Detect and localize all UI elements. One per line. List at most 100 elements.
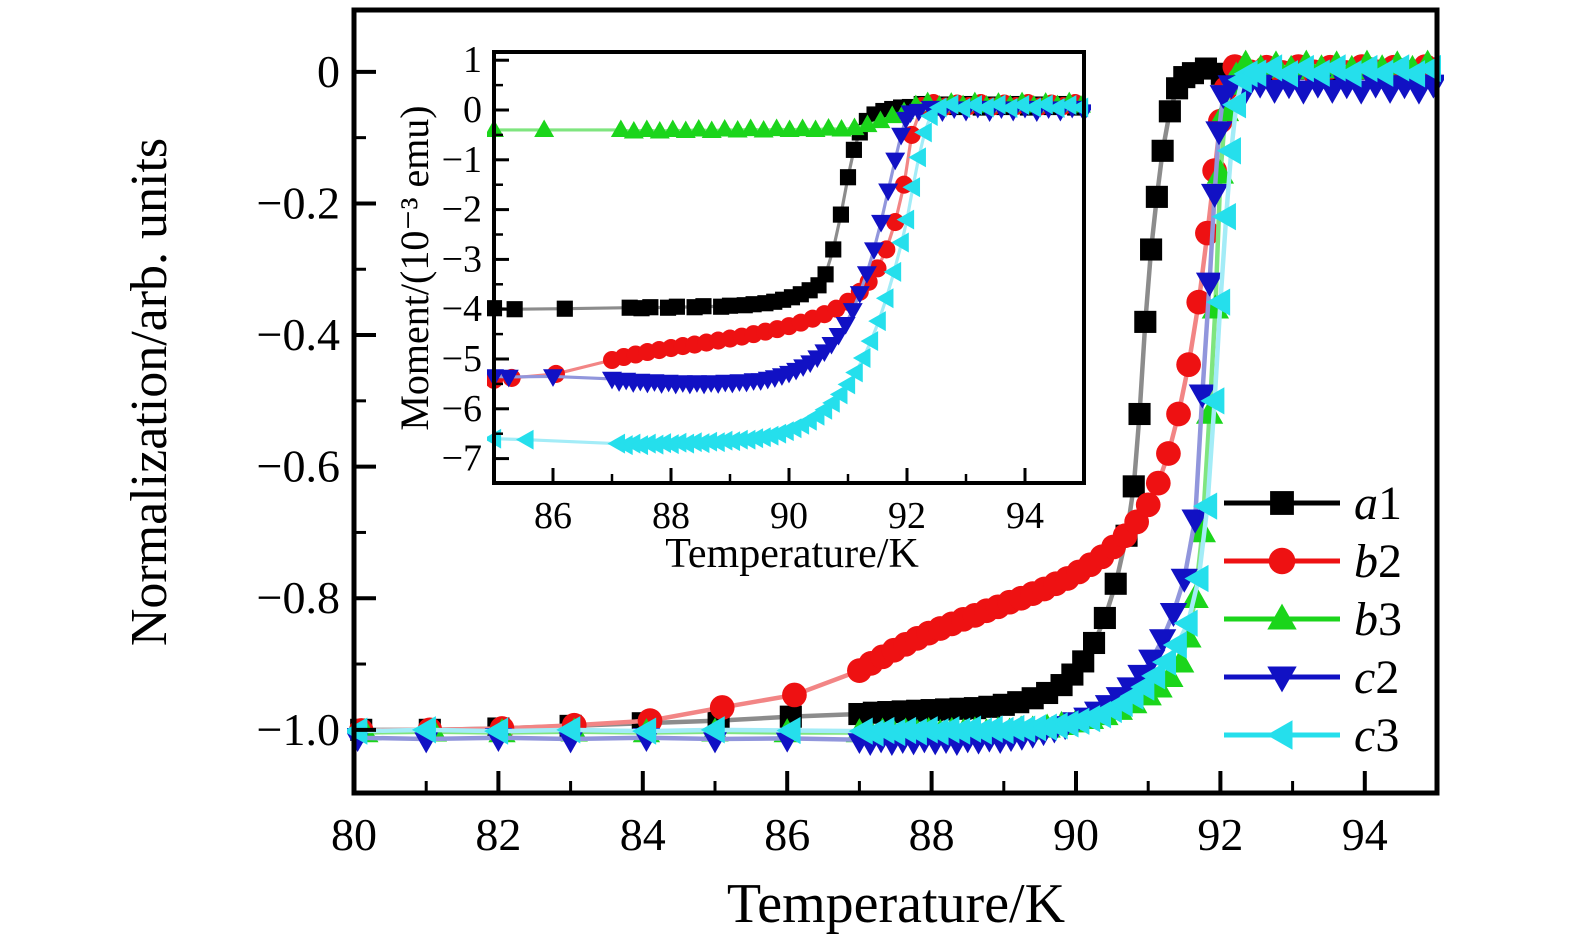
axis-titles: Temperature/K Normalization/arb. units T…: [121, 105, 1065, 935]
inset-c3-marker-triangle-left: [988, 94, 1006, 115]
inset-c3-marker-triangle-left: [883, 261, 902, 282]
main-c3-marker-triangle-left: [1162, 631, 1187, 659]
main-y-tick-label: 0: [317, 46, 340, 97]
inset-c3-marker-triangle-left: [1011, 95, 1030, 116]
inset-a1-marker-square: [556, 300, 573, 317]
main-a1-marker-square: [1158, 100, 1181, 123]
inset-c3-marker-triangle-left: [668, 432, 687, 453]
main-c2-marker-triangle-down: [1181, 509, 1209, 534]
main-b2-marker-circle: [1145, 470, 1171, 496]
inset-c3-marker-triangle-left: [684, 432, 702, 453]
inset-c3-marker-triangle-left: [952, 98, 971, 118]
inset-c3-marker-triangle-left: [622, 433, 641, 454]
main-c2-marker-triangle-down: [1138, 649, 1166, 674]
main-c3-marker-triangle-left: [1337, 60, 1362, 88]
inset-b3-marker-triangle-up: [766, 118, 787, 137]
inset-c2-marker-triangle-down: [828, 327, 849, 346]
inset-ticks: 86 88 90 92 94 1 0 −1 −2 −3 −4 −5 −6 −7: [442, 39, 1044, 537]
inset-b3-marker-triangle-up: [792, 118, 813, 137]
main-c2-marker-triangle-down: [1127, 664, 1155, 689]
inset-c3-marker-triangle-left: [516, 429, 534, 450]
inset-b3-marker-triangle-up: [688, 118, 709, 137]
main-c3-marker-triangle-left: [1130, 673, 1155, 701]
main-c3-marker-triangle-left: [632, 717, 657, 745]
inset-c2-marker-triangle-down: [498, 369, 519, 388]
inset-c3-marker-triangle-left: [908, 147, 926, 168]
main-c3-marker-triangle-left: [1032, 713, 1057, 741]
main-c3-marker-triangle-left: [935, 716, 960, 744]
legend-item-label: a1: [1354, 477, 1402, 530]
main-c3-marker-triangle-left: [556, 716, 581, 744]
main-c3-marker-triangle-left: [1273, 60, 1299, 88]
inset-c3-marker-triangle-left: [902, 177, 921, 198]
main-series-area: [347, 49, 1444, 756]
main-c3-marker-triangle-left: [1011, 715, 1036, 743]
inset-c3-marker-triangle-left: [630, 435, 649, 456]
inset-c3-marker-triangle-left: [860, 331, 879, 352]
inset-b2-marker-circle: [886, 213, 905, 232]
main-c3-marker-triangle-left: [881, 718, 906, 747]
inset-c3-marker-triangle-left: [891, 232, 909, 253]
inset-c3-marker-triangle-left: [1047, 98, 1065, 118]
main-a1-marker-square: [1072, 650, 1095, 673]
main-c3-marker-triangle-left: [776, 716, 801, 745]
main-c3-marker-triangle-left: [1211, 202, 1236, 231]
inset-c3-marker-triangle-left: [1035, 94, 1053, 115]
main-b2-marker-circle: [782, 682, 807, 708]
legend-item-b3: b3: [1224, 593, 1402, 646]
main-x-tick-label: 80: [331, 809, 377, 860]
inset-c3-marker-triangle-left: [745, 428, 764, 449]
main-a1-marker-square: [1122, 475, 1145, 498]
main-series-c3: [347, 54, 1441, 747]
main-b2-marker-circle: [1135, 492, 1161, 518]
inset-c2-marker-triangle-down: [849, 286, 870, 304]
inset-x-tick-label: 86: [534, 495, 572, 537]
inset-c3-marker-triangle-left: [722, 431, 741, 452]
legend-c2-marker-triangle-down: [1267, 666, 1297, 693]
legend-item-label: b3: [1354, 593, 1402, 646]
inset-c3-marker-triangle-left: [829, 384, 848, 405]
main-c3-marker-triangle-left: [1065, 707, 1090, 735]
main-a1-marker-square: [1145, 185, 1168, 208]
inset-c3-marker-triangle-left: [615, 435, 633, 456]
main-c3-marker-triangle-left: [978, 715, 1003, 743]
inset-c3-marker-triangle-left: [875, 288, 894, 309]
inset-c3-marker-triangle-left: [940, 94, 959, 115]
main-c2-marker-triangle-down: [1205, 121, 1233, 146]
inset-c3-marker-triangle-left: [737, 429, 756, 450]
inset-b3-marker-triangle-up: [534, 119, 555, 138]
main-c3-marker-triangle-left: [1206, 288, 1231, 316]
main-a1-marker-square: [1134, 310, 1157, 333]
inset-y-tick-label: −7: [442, 438, 482, 480]
inset-c3-marker-triangle-left: [964, 95, 982, 116]
inset-y-tick-label: −4: [442, 288, 482, 330]
inset-c3-marker-triangle-left: [1023, 97, 1041, 118]
inset-c3-marker-triangle-left: [661, 434, 679, 455]
main-a1-marker-square: [1140, 238, 1163, 261]
main-b2-marker-circle: [1156, 441, 1181, 466]
main-c3-marker-triangle-left: [1151, 648, 1176, 676]
legend-item-a1: a1: [1224, 477, 1402, 530]
main-c2-marker-triangle-down: [1195, 272, 1224, 297]
main-x-tick-label: 84: [620, 809, 666, 860]
inset-plot-background: [492, 50, 1086, 485]
inset-b3-marker-triangle-up: [662, 119, 683, 138]
main-c3-marker-triangle-left: [1242, 59, 1267, 87]
legend-item-c2: c2: [1224, 651, 1399, 704]
main-x-tick-label: 92: [1197, 809, 1243, 860]
inset-c3-marker-triangle-left: [707, 432, 725, 453]
main-c3-marker-triangle-left: [411, 716, 436, 744]
inset-c2-marker-triangle-down: [908, 103, 929, 122]
inset-a1-marker-square: [817, 266, 834, 283]
inset-c2-marker-triangle-down: [878, 183, 899, 202]
main-c3-marker-triangle-left: [1216, 137, 1241, 165]
main-a1-marker-square: [1128, 402, 1151, 426]
inset-c3-marker-triangle-left: [976, 97, 994, 118]
main-c3-marker-triangle-left: [1184, 564, 1209, 593]
main-c2-marker-triangle-down: [1200, 183, 1229, 208]
main-x-tick-label: 82: [475, 809, 521, 860]
main-ticks: 80 82 84 86 88 90 92 94 0 −0.2 −0.4 −0.6 −0.8 −1.0: [257, 46, 1388, 860]
main-a1-marker-square: [1083, 631, 1106, 655]
main-y-tick-label: −1.0: [257, 704, 340, 755]
